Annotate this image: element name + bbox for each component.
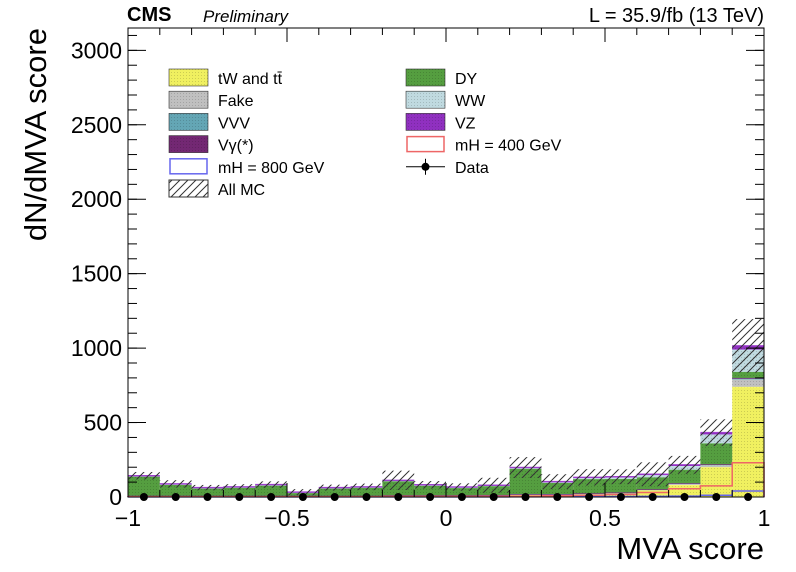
legend-swatch-10 [168, 179, 209, 198]
preliminary-label: Preliminary [203, 7, 290, 26]
legend-entry-9: Data [406, 158, 489, 177]
legend-swatch-texture-6 [169, 135, 208, 153]
legend-swatch-8 [169, 158, 208, 175]
legend-label-10: All MC [218, 182, 265, 199]
unc-band-bin-14 [573, 469, 605, 486]
bar-texture-4-bin-19 [732, 371, 764, 378]
legend-entry-7: mH = 400 GeV [406, 135, 562, 155]
unc-band-bin-3 [223, 484, 256, 490]
legend: tW and tt̄ DY Fake WW VVV VZ Vγ(*) mH = 400 GeV… [168, 68, 562, 199]
legend-entry-2: Fake [168, 90, 254, 110]
legend-entry-8: mH = 800 GeV [169, 158, 325, 177]
x-tick-label-1: −0.5 [264, 505, 309, 531]
bar-texture-4-bin-2 [191, 488, 224, 496]
unc-band-bin-16 [636, 462, 669, 487]
legend-swatch-texture-0 [169, 69, 208, 86]
x-tick-label-2: 0 [440, 505, 453, 531]
cms-label: CMS [127, 4, 171, 26]
all-mc-uncertainty-band [128, 319, 764, 496]
y-tick-label-6: 3000 [71, 37, 122, 63]
unc-band-bin-0 [128, 471, 160, 480]
legend-label-1: DY [455, 71, 478, 88]
unc-band-bin-17 [668, 455, 701, 474]
y-axis-title: dN/dMVA score [18, 28, 53, 241]
legend-swatch-texture-3 [406, 91, 445, 109]
legend-label-6: Vγ(*) [218, 138, 254, 155]
y-tick-label-2: 1000 [71, 335, 122, 361]
unc-band-bin-13 [541, 474, 574, 490]
lumi-label: L = 35.9/fb (13 TeV) [589, 5, 764, 27]
unc-band-bin-9 [414, 481, 446, 489]
legend-swatch-7 [406, 135, 445, 153]
unc-band-bin-6 [318, 484, 351, 491]
bar-texture-1-bin-19 [732, 379, 764, 387]
legend-label-9: Data [455, 160, 489, 177]
legend-label-2: Fake [218, 93, 254, 110]
legend-label-0: tW and tt̄ [218, 71, 283, 88]
legend-data-marker-9 [421, 162, 430, 171]
bar-texture-0-bin-19 [732, 386, 764, 497]
x-tick-label-4: 1 [758, 505, 771, 531]
bar-texture-4-bin-4 [255, 485, 287, 496]
y-tick-label-1: 500 [84, 410, 122, 436]
legend-label-5: VZ [455, 115, 476, 132]
bar-texture-1-bin-18 [700, 464, 733, 468]
legend-entry-1: DY [405, 68, 478, 88]
unc-band-bin-19 [732, 319, 764, 373]
bar-texture-4-bin-7 [350, 487, 383, 496]
legend-swatch-texture-4 [169, 113, 208, 131]
legend-label-8: mH = 800 GeV [218, 160, 325, 177]
bar-texture-4-bin-6 [318, 488, 351, 496]
axis-ticks: −1 −0.5 0 0.5 1 0 500 1000 1500 2000 2500 3000 [71, 28, 771, 531]
legend-swatch-texture-1 [406, 69, 445, 86]
legend-entry-6: Vγ(*) [168, 135, 254, 155]
bar-texture-0-bin-17 [668, 485, 701, 497]
bar-texture-4-bin-10 [446, 487, 478, 496]
bar-texture-0-bin-18 [700, 467, 733, 497]
y-tick-label-0: 0 [109, 484, 122, 510]
legend-entry-5: VZ [405, 113, 476, 132]
unc-band-bin-10 [446, 483, 478, 491]
unc-band-bin-11 [477, 477, 510, 493]
legend-label-3: WW [455, 93, 486, 110]
legend-entry-4: VVV [168, 113, 250, 132]
legend-entry-10: All MC [168, 179, 265, 199]
legend-entry-3: WW [405, 90, 486, 110]
x-tick-label-0: −1 [115, 505, 141, 531]
unc-band-bin-1 [159, 480, 192, 488]
unc-band-bin-5 [287, 489, 319, 496]
unc-band-bin-12 [509, 457, 542, 478]
legend-label-4: VVV [218, 115, 250, 132]
unc-band-bin-18 [700, 419, 733, 447]
unc-band-bin-7 [350, 483, 383, 491]
bar-texture-4-bin-1 [159, 484, 192, 496]
bar-texture-4-bin-3 [223, 487, 256, 496]
unc-band-bin-8 [382, 470, 415, 491]
legend-entry-0: tW and tt̄ [168, 68, 283, 88]
bar-texture-4-bin-9 [414, 485, 446, 496]
unc-band-bin-2 [191, 484, 224, 491]
legend-swatch-texture-2 [169, 91, 208, 109]
unc-band-bin-15 [605, 469, 637, 485]
y-tick-label-5: 2500 [71, 112, 122, 138]
x-tick-label-3: 0.5 [589, 505, 621, 531]
legend-swatch-texture-5 [406, 113, 445, 131]
bar-texture-4-bin-0 [128, 476, 160, 496]
bar-texture-4-bin-18 [700, 443, 733, 465]
x-axis-title: MVA score [616, 531, 764, 566]
y-tick-label-3: 1500 [71, 261, 122, 287]
y-tick-label-4: 2000 [71, 186, 122, 212]
unc-band-bin-4 [255, 481, 287, 488]
legend-label-7: mH = 400 GeV [455, 138, 562, 155]
